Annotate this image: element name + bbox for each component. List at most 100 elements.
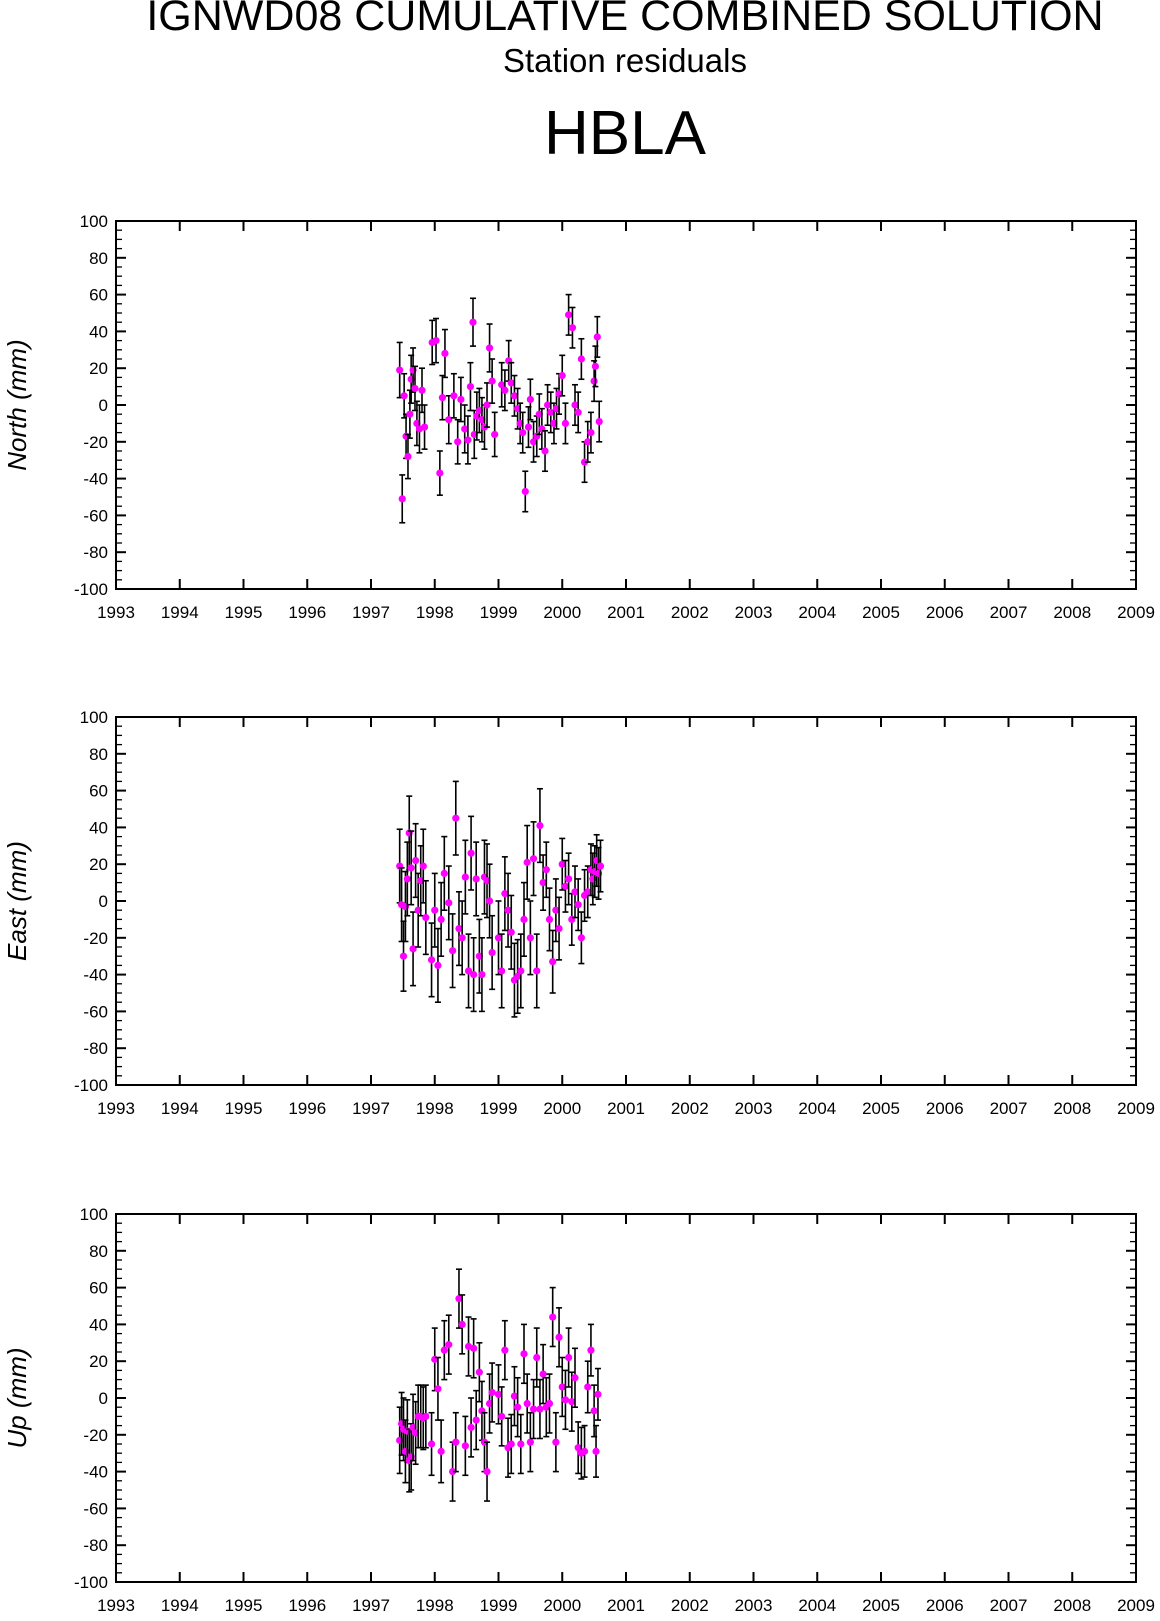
panel-3-data-point [437,1447,445,1455]
panel-3-data-point [565,1353,573,1362]
panel-1-x-tick-label: 2000 [543,603,581,622]
panel-1-data-point [396,366,404,374]
panel-2-data-point [517,967,525,975]
panel-2-data-point [533,967,541,975]
panel-2-data-point [409,945,417,953]
panel-1-data-point [457,395,465,404]
panel-2-y-tick-label: -60 [83,1002,108,1021]
panel-2-x-tick-label: 2002 [671,1099,709,1118]
panel-2-data-point [539,879,547,887]
panel-1-data-point [418,386,426,394]
panel-2-data-point [574,901,582,909]
panel-2-y-tick-label: 80 [89,745,108,764]
panel-1-data-point [529,438,538,446]
panel-2-data-point [464,967,473,975]
panel-2-data-point [514,972,522,981]
panel-3-y-tick-label: -40 [83,1463,108,1482]
panel-3-y-tick-label: -20 [83,1426,108,1445]
panel-2-data-point [467,849,475,857]
panel-3-data-point [584,1383,592,1391]
panel-2-data-point [440,869,448,878]
panel-3-x-tick-label: 1995 [225,1596,263,1615]
panel-1-data-point [524,423,533,431]
panel-2-x-tick-label: 2000 [543,1099,581,1118]
panel-3-y-tick-label: 60 [89,1279,108,1298]
panel-2-data-point [407,864,415,872]
panel-2-data-point [523,858,531,866]
station-title: HBLA [544,99,706,168]
panel-2-x-tick-label: 1993 [97,1099,135,1118]
panel-3-data-point [514,1403,522,1411]
panel-3-data-point [587,1346,595,1354]
panel-3-data-point [552,1438,560,1446]
panel-3-x-tick-label: 2006 [926,1596,964,1615]
panel-2-data-point [571,888,579,896]
panel-1-data-point [565,311,573,319]
panel-1-data-point [558,371,566,380]
panel-1-x-tick-label: 2005 [862,603,900,622]
panel-3-data-point [520,1350,528,1358]
panel-2-data-point [501,890,509,898]
panel-1-data-point [464,436,472,444]
chart-main-title: IGNWD08 CUMULATIVE COMBINED SOLUTION [146,0,1104,40]
panel-2-data-point [542,866,550,874]
panel-1-data-point [483,401,491,409]
panel-2-y-tick-label: 20 [89,855,108,874]
panel-2-data-point [403,875,411,883]
panel-1-x-tick-label: 2001 [607,603,645,622]
panel-3-data-point [449,1468,457,1476]
panel-2-data-point [485,897,494,905]
panel-2-y-tick-label: 100 [80,708,108,727]
panel-2-x-tick-label: 1995 [225,1099,263,1118]
panel-3-data-point [467,1423,475,1432]
panel-1-x-tick-label: 2007 [990,603,1028,622]
panel-2-data-point [458,934,466,942]
panel-3-y-axis-title: Up (mm) [2,1347,32,1448]
panel-3-data-point [555,1333,563,1341]
panel-2-y-tick-label: -100 [74,1076,108,1095]
panel-3-data-point [539,1370,547,1378]
panel-3-x-tick-label: 2001 [607,1596,645,1615]
panel-2-data-point [455,925,463,933]
panel-1-data-point [438,394,446,402]
panel-1-data-point [580,458,589,466]
panel-3-data-point [422,1412,430,1420]
panel-1-data-point [436,469,444,477]
panel-2-x-tick-label: 2005 [862,1099,900,1118]
panel-1-data-point [454,438,462,446]
panel-1-data-point [441,349,449,358]
panel-1-data-point [507,379,515,387]
panel-1-data-point [445,416,453,424]
panel-3-y-tick-label: 0 [99,1389,108,1408]
panel-2-x-tick-label: 2008 [1053,1099,1091,1118]
panel-1-data-point [577,355,585,363]
panel-1-data-point [561,419,570,427]
panel-2-data-point [549,958,557,966]
panel-1-data-point [420,423,429,431]
panel-1-y-axis-title: North (mm) [2,339,32,470]
panel-1-data-point [450,392,458,400]
panel-1-y-tick-label: -40 [83,470,108,489]
panel-2-data-point [529,855,538,863]
panel-3-x-tick-label: 2005 [862,1596,900,1615]
panel-1-data-point [432,337,440,345]
panel-3-data-point [545,1399,554,1408]
panel-2-data-point [422,913,430,922]
panel-2-data-point [577,934,585,942]
panel-1-y-tick-label: -80 [83,543,108,562]
panel-2-data-point [399,952,408,960]
panel-1-data-point [547,408,555,416]
panel-3-data-point [571,1374,579,1382]
panel-3-data-point [455,1295,463,1303]
panel-1-x-tick-label: 2008 [1053,603,1091,622]
panel-3-x-tick-label: 1997 [352,1596,390,1615]
panel-1-y-tick-label: -100 [74,580,108,599]
panel-1-data-point [398,495,406,503]
panel-2-data-point [434,961,442,970]
panel-3-x-tick-label: 1996 [288,1596,326,1615]
panel-2-x-tick-label: 1998 [416,1099,454,1118]
panel-2-y-tick-label: 60 [89,782,108,801]
panel-1-y-tick-label: -20 [83,433,108,452]
panel-1-data-point [593,333,601,341]
panel-2-data-point [504,906,512,914]
